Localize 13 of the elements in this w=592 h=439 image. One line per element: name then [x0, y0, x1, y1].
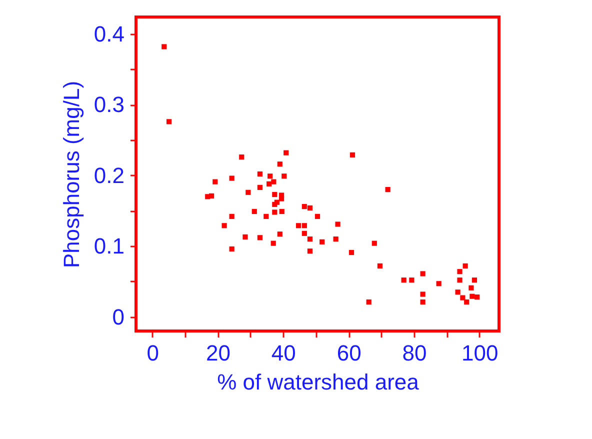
x-tick-label: 60: [336, 340, 362, 366]
y-tick-label: 0.2: [94, 162, 124, 188]
x-tick-label: 0: [146, 340, 159, 366]
x-axis-title: % of watershed area: [217, 370, 420, 394]
x-tick-label: 40: [271, 340, 296, 366]
y-tick-label: 0.3: [94, 92, 124, 118]
x-tick-label: 20: [206, 340, 230, 366]
x-tick-label: 80: [402, 340, 427, 366]
y-tick-label: 0.4: [94, 21, 124, 46]
x-tick-label: 100: [462, 340, 498, 366]
y-tick-label: 0: [112, 304, 124, 330]
y-axis-title: Phosphorus (mg/L): [58, 80, 84, 268]
y-tick-label: 0.1: [94, 234, 124, 259]
